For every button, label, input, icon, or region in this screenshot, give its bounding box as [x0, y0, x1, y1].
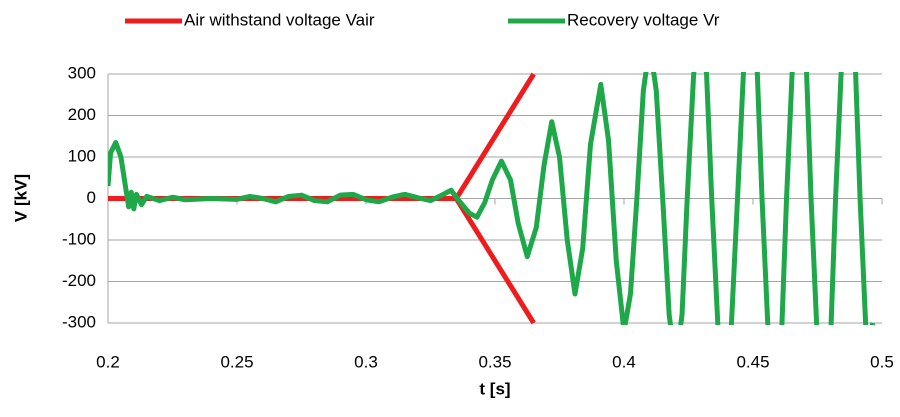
x-tick-label: 0.5: [870, 352, 894, 371]
x-tick-label: 0.35: [478, 352, 511, 371]
y-tick-label: -200: [62, 271, 96, 290]
y-tick-label: -300: [62, 312, 96, 331]
y-tick-label: 0: [87, 188, 96, 207]
x-axis-title: t [s]: [479, 379, 510, 398]
x-tick-label: 0.4: [612, 352, 636, 371]
y-tick-label: 200: [68, 105, 96, 124]
y-tick-label: 100: [68, 146, 96, 165]
x-tick-label: 0.3: [354, 352, 378, 371]
series-line: [108, 72, 876, 325]
plot-area: [108, 72, 876, 325]
y-axis-title: V [kV]: [11, 174, 30, 222]
x-tick-label: 0.25: [220, 352, 253, 371]
y-tick-label: 300: [68, 63, 96, 82]
y-tick-label: -100: [62, 229, 96, 248]
x-tick-label: 0.45: [736, 352, 769, 371]
legend-label: Recovery voltage Vr: [567, 10, 720, 29]
legend-label: Air withstand voltage Vair: [184, 10, 375, 29]
x-tick-label: 0.2: [96, 352, 120, 371]
